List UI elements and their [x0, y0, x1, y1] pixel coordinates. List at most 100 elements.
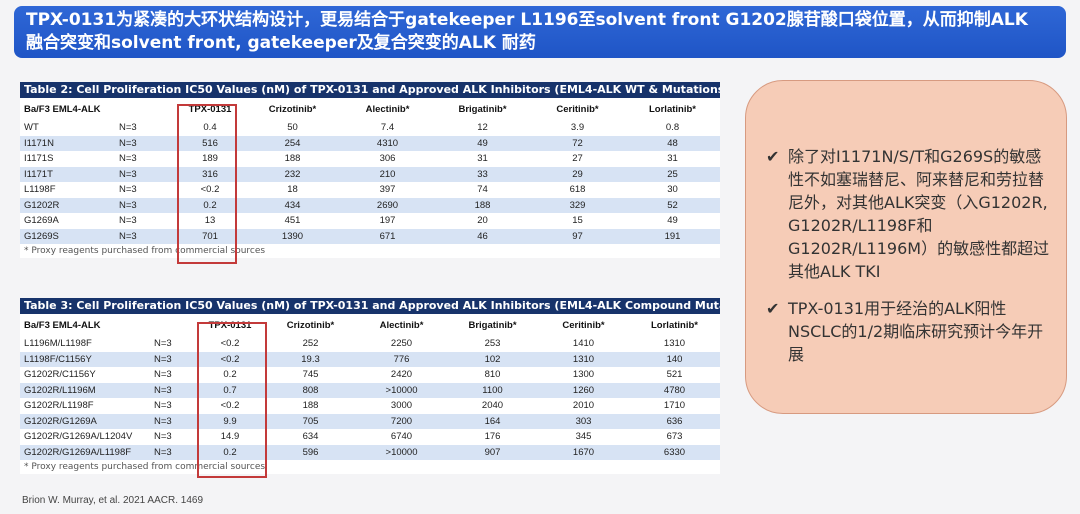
table-row: G1202R/G1269A/L1198F N=3 0.2 596 >10000 907 16…	[20, 444, 720, 460]
summary-callout: ✔ 除了对I1171N/S/T和G269S的敏感性不如塞瑞替尼、阿来替尼和劳拉替…	[745, 80, 1067, 414]
table-cell: 0.8	[665, 122, 680, 134]
table-3-grid: Ba/F3 EML4-ALK TPX-0131 Crizotinib* Alectin…	[20, 314, 720, 460]
summary-bullet-2-text: TPX-0131用于经治的ALK阳性NSCLC的1/2期临床研究预计今年开展	[788, 299, 1044, 364]
table3-col-header	[150, 314, 195, 336]
table-cell: 49	[667, 215, 678, 227]
table-cell: 397	[379, 184, 396, 196]
table-row: G1202R N=3 0.2 434 2690 188 329 52	[20, 197, 720, 213]
tpx-column-highlight-table-3	[197, 322, 267, 478]
table-cell: 9.9	[195, 413, 265, 429]
table-cell: >10000	[356, 382, 447, 398]
table3-col-header: TPX-0131	[208, 319, 252, 331]
table-cell: 1710	[663, 400, 686, 412]
table-cell: 12	[477, 122, 488, 134]
table-cell: 188	[302, 400, 319, 412]
table-row: G1202R/C1156Y N=3 0.2 745 2420 810 1300 521	[20, 367, 720, 383]
table-cell: 176	[484, 431, 501, 443]
table-2-header-row: Ba/F3 EML4-ALK TPX-0131 Crizotinib* Alectin…	[20, 98, 720, 120]
table-cell: 7200	[356, 413, 447, 429]
table-cell: 15	[572, 215, 583, 227]
table-row: G1202R/G1269A/L1204V N=3 14.9 634 6740 176 345…	[20, 429, 720, 445]
table-cell: 20	[477, 215, 488, 227]
table3-col-header: Ba/F3 EML4-ALK	[24, 319, 101, 331]
table-cell: 0.2	[175, 197, 245, 213]
table-cell: L1198F	[24, 184, 56, 196]
table-cell: L1196M/L1198F	[24, 338, 92, 350]
table-cell: 72	[530, 135, 625, 151]
table2-col-header: Brigatinib*	[458, 103, 507, 115]
table-cell: 345	[575, 431, 592, 443]
table2-col-header: Crizotinib*	[268, 103, 317, 115]
table-cell: N=3	[150, 413, 195, 429]
table-cell: 0.2	[223, 369, 237, 381]
table-cell: 210	[340, 166, 435, 182]
table-cell: 1100	[447, 382, 538, 398]
table-cell: G1202R/G1269A/L1198F	[20, 444, 150, 460]
table2-col-header: Lorlatinib*	[649, 103, 696, 115]
table-row: G1269A N=3 13 451 197 20 15 49	[20, 213, 720, 229]
table-3-header-row: Ba/F3 EML4-ALK TPX-0131 Crizotinib* Alectin…	[20, 314, 720, 336]
table2-col-header: TPX-0131	[188, 103, 232, 115]
table-cell: N=3	[150, 382, 195, 398]
table-cell: G1202R/G1269A/L1204V	[24, 431, 133, 443]
table-cell: 14.9	[220, 431, 240, 443]
table-cell: 596	[265, 444, 356, 460]
table-cell: 6740	[390, 431, 413, 443]
table-cell: I1171T	[20, 166, 115, 182]
table-cell: N=3	[115, 135, 175, 151]
table-cell: <0.2	[220, 338, 240, 350]
table-cell: 19.3	[265, 351, 356, 367]
table-cell: 1390	[245, 228, 340, 244]
table-cell: 2040	[481, 400, 504, 412]
table-cell: 521	[666, 369, 683, 381]
table-cell: 6330	[629, 444, 720, 460]
table-cell: 0.4	[203, 122, 217, 134]
table-cell: 4310	[340, 135, 435, 151]
table-cell: 188	[435, 197, 530, 213]
table-cell: 48	[625, 135, 720, 151]
table-cell: 27	[572, 153, 583, 165]
table-cell: 52	[625, 197, 720, 213]
table-cell: 7.4	[380, 122, 395, 134]
table-cell: 97	[530, 228, 625, 244]
table-cell: 451	[284, 215, 301, 227]
table-cell: 2250	[390, 338, 413, 350]
table-3: Table 3: Cell Proliferation IC50 Values …	[20, 298, 720, 474]
table-cell: N=3	[119, 122, 137, 134]
table-cell: 434	[245, 197, 340, 213]
table-2-footnote: * Proxy reagents purchased from commerci…	[24, 246, 266, 256]
table-cell: 1670	[538, 444, 629, 460]
table-cell: <0.2	[195, 351, 265, 367]
table-2-body: WT N=3 0.4 50 7.4 12 3.9 0.8 I1171N N=3 516 254 4310…	[20, 120, 720, 244]
table-cell: 306	[379, 153, 396, 165]
table-cell: N=3	[154, 400, 172, 412]
table-cell: N=3	[119, 215, 137, 227]
table3-col-header: Alectinib*	[379, 319, 424, 331]
table-cell: 907	[447, 444, 538, 460]
table-cell: G1202R/G1269A	[20, 413, 150, 429]
table-cell: 0.2	[195, 444, 265, 460]
table-cell: WT	[24, 122, 39, 134]
table-cell: 4780	[629, 382, 720, 398]
table-cell: G1202R/L1196M	[20, 382, 150, 398]
table-cell: N=3	[150, 351, 195, 367]
table3-col-header: Brigatinib*	[468, 319, 517, 331]
table-cell: 705	[265, 413, 356, 429]
table-cell: 303	[538, 413, 629, 429]
table-cell: 50	[287, 122, 298, 134]
table-row: WT N=3 0.4 50 7.4 12 3.9 0.8	[20, 120, 720, 136]
table-row: I1171T N=3 316 232 210 33 29 25	[20, 166, 720, 182]
table-cell: 2690	[340, 197, 435, 213]
table-cell: N=3	[115, 228, 175, 244]
checkmark-icon: ✔	[766, 147, 780, 166]
title-line-1: TPX-0131为紧凑的大环状结构设计，更易结合于gatekeeper L119…	[26, 10, 1028, 30]
table2-col-header: Alectinib*	[365, 103, 410, 115]
table-cell: 254	[245, 135, 340, 151]
table-cell: 31	[667, 153, 678, 165]
table-row: G1202R/L1198F N=3 <0.2 188 3000 2040 2010 1710	[20, 398, 720, 414]
table-cell: G1202R/C1156Y	[24, 369, 96, 381]
table-cell: <0.2	[200, 184, 220, 196]
table-row: G1202R/G1269A N=3 9.9 705 7200 164 303 636	[20, 413, 720, 429]
table-cell: 30	[667, 184, 678, 196]
table-cell: N=3	[154, 431, 172, 443]
